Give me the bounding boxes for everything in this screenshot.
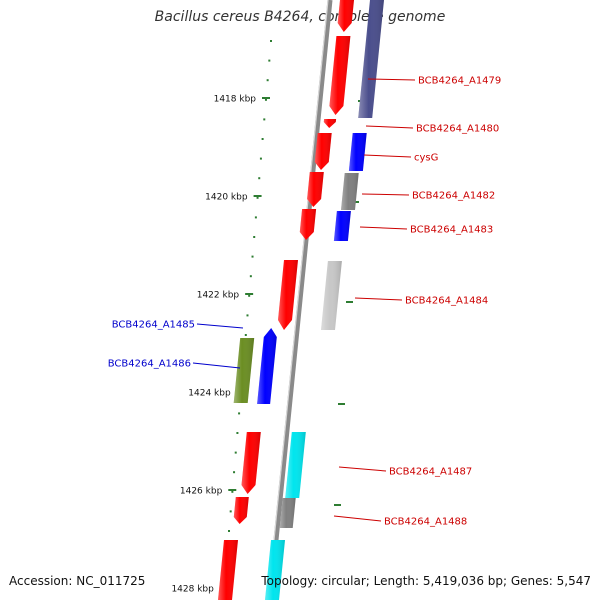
cds-arrow-shade bbox=[314, 133, 332, 170]
ruler-dot bbox=[233, 471, 236, 474]
cog-block-shade bbox=[279, 498, 296, 528]
cog-block-shade bbox=[285, 432, 306, 498]
cds-arrow-reverse-shade bbox=[257, 328, 277, 404]
cds-arrow-shade bbox=[329, 36, 351, 115]
ruler-label: 1422 kbp bbox=[197, 291, 240, 301]
cds-arrow-shade bbox=[337, 0, 355, 32]
gene-leader-line bbox=[338, 466, 387, 472]
cog-block-shade bbox=[333, 211, 351, 241]
cds-arrow-shade bbox=[233, 497, 249, 524]
cds-arrow-shade bbox=[241, 432, 261, 494]
cog-block-shade bbox=[341, 173, 359, 210]
genome-summary: Topology: circular; Length: 5,419,036 bp… bbox=[261, 574, 591, 588]
ruler-dot bbox=[248, 294, 251, 297]
gene-leader-line bbox=[359, 226, 408, 230]
ruler-dot bbox=[231, 490, 234, 493]
ruler-dot bbox=[270, 40, 272, 42]
ruler-dot bbox=[263, 118, 266, 121]
gene-leader-line bbox=[363, 154, 412, 158]
gene-label[interactable]: BCB4264_A1484 bbox=[405, 296, 488, 307]
ruler-dot bbox=[253, 236, 256, 238]
ruler-dot bbox=[259, 157, 262, 160]
gene-leader-line bbox=[354, 297, 403, 301]
ruler-dot bbox=[258, 177, 261, 180]
gene-labels: BCB4264_A1479 BCB4264_A1480 cysG BCB4264_A1… bbox=[108, 76, 502, 528]
cds-arrow-shade bbox=[323, 119, 337, 128]
ruler-dot bbox=[261, 138, 264, 140]
ruler-dot bbox=[238, 412, 241, 415]
cog-block-shade bbox=[358, 0, 385, 118]
gene-label[interactable]: BCB4264_A1485 bbox=[112, 320, 195, 331]
gene-label[interactable]: BCB4264_A1487 bbox=[389, 467, 472, 478]
cog-block-shade bbox=[321, 261, 342, 330]
gene-label[interactable]: BCB4264_A1482 bbox=[412, 191, 495, 202]
ruler-dot bbox=[254, 216, 257, 219]
genome-backbone bbox=[267, 0, 333, 600]
cog-block-shade bbox=[265, 540, 285, 600]
ruler-label: 1418 kbp bbox=[214, 95, 257, 105]
gene-leader-line bbox=[361, 193, 410, 196]
ruler-label: 1424 kbp bbox=[188, 389, 231, 399]
cds-arrow-shade bbox=[278, 260, 298, 330]
cog-block-shade bbox=[233, 338, 255, 403]
gene-leader-line bbox=[333, 515, 382, 522]
ruler-dot bbox=[256, 196, 259, 199]
ruler-dot bbox=[266, 79, 269, 82]
gene-label[interactable]: BCB4264_A1479 bbox=[418, 76, 501, 87]
ruler-label: 1420 kbp bbox=[205, 193, 248, 203]
gene-leader-line bbox=[367, 78, 416, 81]
cog-block-shade bbox=[348, 133, 367, 171]
genome-backbone-highlight bbox=[267, 0, 329, 600]
ruler-dot bbox=[244, 334, 247, 336]
cds-arrow-shade bbox=[299, 209, 317, 240]
ruler-dot bbox=[249, 275, 252, 278]
gene-label[interactable]: cysG bbox=[414, 153, 438, 164]
ruler-label: 1428 kbp bbox=[171, 585, 214, 595]
gene-leader-line bbox=[365, 125, 414, 129]
ruler-label: 1426 kbp bbox=[180, 487, 223, 497]
ruler-dot bbox=[246, 314, 249, 317]
ruler-dot bbox=[251, 255, 254, 258]
ruler-dot bbox=[268, 59, 271, 62]
gene-label[interactable]: BCB4264_A1480 bbox=[416, 124, 499, 135]
gene-leader-line bbox=[196, 323, 244, 329]
accession: Accession: NC_011725 bbox=[9, 574, 146, 588]
ruler-dot bbox=[228, 530, 231, 532]
cds-arrow-shade bbox=[218, 540, 238, 600]
cds-arrow-shade bbox=[307, 172, 324, 207]
ruler-dot bbox=[229, 510, 232, 513]
ruler-dot bbox=[236, 432, 239, 434]
gene-label[interactable]: BCB4264_A1488 bbox=[384, 517, 467, 528]
gene-leader-line bbox=[192, 362, 241, 369]
features bbox=[218, 0, 385, 600]
gene-label[interactable]: BCB4264_A1486 bbox=[108, 359, 191, 370]
gene-label[interactable]: BCB4264_A1483 bbox=[410, 225, 493, 236]
ruler-dot bbox=[234, 451, 237, 454]
ruler-dot bbox=[264, 98, 267, 101]
